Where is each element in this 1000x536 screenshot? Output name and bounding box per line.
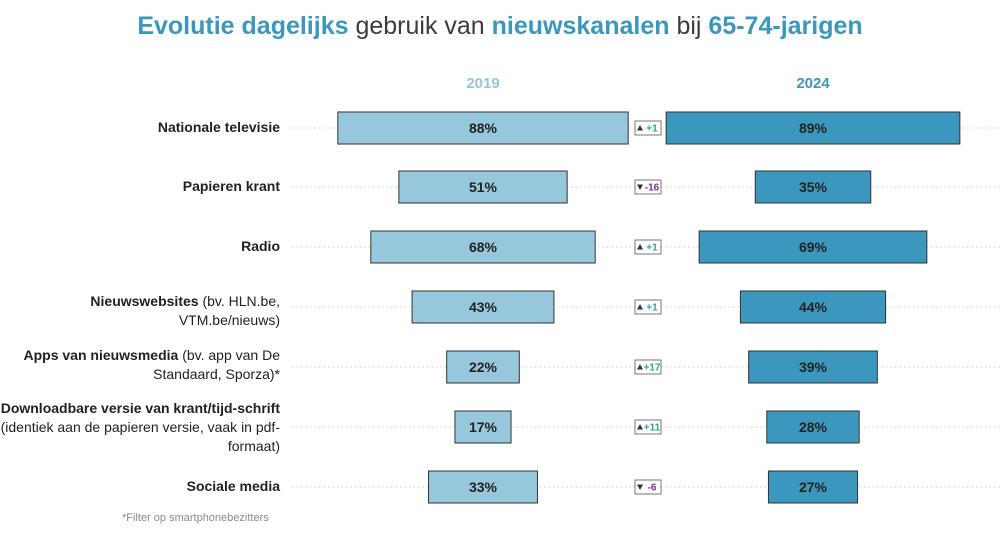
title-part-1: Evolutie dagelijks bbox=[137, 12, 349, 40]
title-part-5: 65-74-jarigen bbox=[708, 12, 863, 40]
arrow-up-icon bbox=[637, 244, 643, 250]
category-label-bold: Radio bbox=[241, 238, 280, 254]
category-label-bold: Nieuwswebsites bbox=[90, 293, 199, 309]
category-label: Downloadbare versie van krant/tijd-schri… bbox=[0, 399, 280, 456]
year-header-2019: 2019 bbox=[466, 75, 499, 92]
delta-value: -6 bbox=[648, 483, 657, 494]
title-part-2: gebruik van bbox=[348, 12, 492, 40]
bar-label-2019: 68% bbox=[469, 239, 498, 255]
category-label-bold: Sociale media bbox=[186, 478, 280, 494]
category-label-detail: (bv. app van De Standaard, Sporza)* bbox=[153, 347, 280, 382]
arrow-up-icon bbox=[637, 424, 643, 430]
delta-value: +1 bbox=[646, 243, 658, 254]
category-label-detail: (bv. HLN.be, VTM.be/nieuws) bbox=[178, 293, 280, 328]
bar-2019 bbox=[428, 470, 538, 504]
bar-label-2024: 89% bbox=[799, 120, 828, 136]
bar-2019 bbox=[398, 170, 568, 204]
bar-2024 bbox=[767, 470, 859, 504]
delta-value: -16 bbox=[645, 183, 660, 194]
bar-label-2024: 35% bbox=[799, 179, 828, 195]
bar-label-2019: 51% bbox=[469, 179, 498, 195]
category-label-bold: Nationale televisie bbox=[157, 119, 280, 135]
delta-box bbox=[634, 179, 662, 195]
arrow-up-icon bbox=[637, 364, 643, 370]
delta-box bbox=[634, 359, 662, 375]
category-label-bold: Apps van nieuwsmedia bbox=[23, 347, 179, 363]
delta-value: +1 bbox=[646, 124, 658, 135]
category-label: Apps van nieuwsmedia (bv. app van De Sta… bbox=[0, 346, 280, 384]
delta-value: +1 bbox=[646, 303, 658, 314]
bar-2024 bbox=[748, 350, 878, 384]
bar-label-2024: 27% bbox=[799, 479, 828, 495]
arrow-down-icon bbox=[637, 484, 643, 490]
arrow-up-icon bbox=[637, 125, 643, 131]
bar-2019 bbox=[370, 230, 596, 264]
arrow-down-icon bbox=[637, 184, 643, 190]
delta-box bbox=[634, 479, 662, 495]
bar-2019 bbox=[454, 410, 512, 444]
chart-title: Evolutie dagelijks gebruik van nieuwskan… bbox=[0, 12, 1000, 41]
bar-label-2024: 69% bbox=[799, 239, 828, 255]
bar-2019 bbox=[337, 111, 629, 145]
category-label: Nieuwswebsites (bv. HLN.be, VTM.be/nieuw… bbox=[0, 292, 280, 330]
category-label: Papieren krant bbox=[0, 177, 280, 196]
bar-label-2019: 22% bbox=[469, 359, 498, 375]
bar-2024 bbox=[698, 230, 928, 264]
delta-box bbox=[634, 419, 662, 435]
category-label-bold: Papieren krant bbox=[182, 178, 280, 194]
bar-2024 bbox=[665, 111, 961, 145]
delta-box bbox=[634, 299, 662, 315]
bar-label-2024: 44% bbox=[799, 299, 828, 315]
arrow-up-icon bbox=[637, 304, 643, 310]
bar-2019 bbox=[411, 290, 555, 324]
bar-2019 bbox=[446, 350, 520, 384]
bar-2024 bbox=[766, 410, 860, 444]
bar-label-2019: 43% bbox=[469, 299, 498, 315]
delta-value: +11 bbox=[644, 423, 661, 434]
category-label: Radio bbox=[0, 237, 280, 256]
bar-label-2019: 88% bbox=[469, 120, 498, 136]
category-label: Sociale media bbox=[0, 477, 280, 496]
delta-box bbox=[634, 120, 662, 136]
bar-label-2024: 28% bbox=[799, 419, 828, 435]
delta-value: +17 bbox=[644, 363, 661, 374]
footnote: *Filter op smartphonebezitters bbox=[122, 512, 269, 524]
year-header-2024: 2024 bbox=[796, 75, 830, 92]
category-label: Nationale televisie bbox=[0, 118, 280, 137]
bar-2024 bbox=[739, 290, 887, 324]
bar-label-2019: 33% bbox=[469, 479, 498, 495]
category-label-detail: (identiek aan de papieren versie, vaak i… bbox=[0, 419, 280, 454]
title-part-4: bij bbox=[669, 12, 709, 40]
bar-2024 bbox=[754, 170, 872, 204]
bar-label-2024: 39% bbox=[799, 359, 828, 375]
title-part-3: nieuwskanalen bbox=[491, 12, 670, 40]
category-label-bold: Downloadbare versie van krant/tijd-schri… bbox=[0, 400, 280, 416]
bar-label-2019: 17% bbox=[469, 419, 498, 435]
delta-box bbox=[634, 239, 662, 255]
